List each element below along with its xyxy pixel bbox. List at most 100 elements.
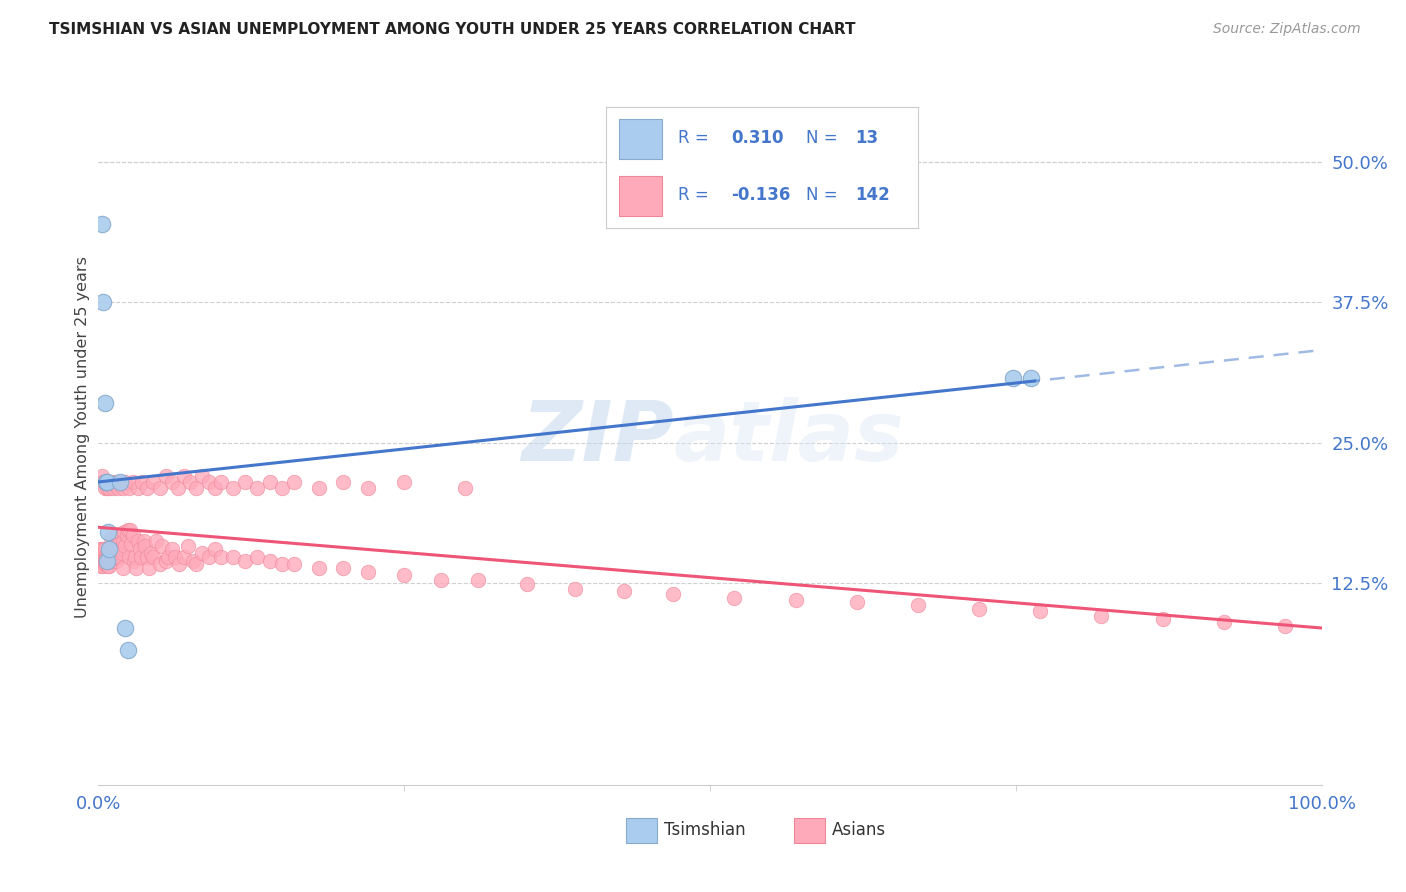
Point <box>845 595 868 609</box>
Point <box>197 475 219 489</box>
Point <box>308 481 330 495</box>
Point <box>723 591 745 605</box>
Point <box>259 475 281 489</box>
Point <box>114 475 136 489</box>
Point <box>145 534 167 549</box>
Point <box>98 553 121 567</box>
Text: Tsimshian: Tsimshian <box>664 822 745 839</box>
Point <box>98 481 121 495</box>
Point <box>246 550 269 565</box>
Point <box>1002 370 1025 384</box>
Point <box>93 481 115 495</box>
Point <box>120 523 142 537</box>
Point <box>112 525 135 540</box>
Point <box>114 539 136 553</box>
Point <box>149 481 172 495</box>
Point <box>222 550 245 565</box>
Point <box>110 475 132 489</box>
Point <box>121 475 143 489</box>
Point <box>93 396 115 410</box>
Point <box>283 475 305 489</box>
Point <box>907 599 929 613</box>
Point <box>115 527 138 541</box>
Point <box>308 561 330 575</box>
Point <box>177 539 200 553</box>
Point <box>104 553 127 567</box>
Point <box>785 592 807 607</box>
Point <box>91 542 114 557</box>
Point <box>100 475 122 489</box>
Point <box>110 475 132 489</box>
Point <box>131 475 153 489</box>
Point <box>134 539 156 553</box>
Point <box>1029 604 1052 618</box>
Point <box>129 542 152 557</box>
Point <box>105 550 128 565</box>
Point <box>467 573 489 587</box>
Point <box>197 550 219 565</box>
Text: Asians: Asians <box>832 822 886 839</box>
Point <box>96 546 118 560</box>
Point <box>155 553 177 567</box>
Point <box>93 557 115 571</box>
Point <box>454 481 477 495</box>
Point <box>94 475 117 489</box>
Text: Source: ZipAtlas.com: Source: ZipAtlas.com <box>1213 22 1361 37</box>
Point <box>93 542 115 557</box>
Point <box>430 573 453 587</box>
Point <box>662 587 685 601</box>
Point <box>108 550 131 565</box>
Point <box>233 475 256 489</box>
Point <box>97 475 120 489</box>
Point <box>91 553 114 567</box>
Point <box>117 523 139 537</box>
Point <box>101 481 124 495</box>
Point <box>110 542 132 557</box>
Point <box>127 481 149 495</box>
Point <box>94 550 117 565</box>
Point <box>114 621 136 635</box>
Point <box>191 546 214 560</box>
Point <box>107 527 129 541</box>
Point <box>124 550 146 565</box>
Point <box>149 557 172 571</box>
Point <box>98 559 121 574</box>
Point <box>142 550 165 565</box>
Point <box>91 475 114 489</box>
Point <box>173 550 195 565</box>
Point <box>155 469 177 483</box>
Point <box>97 553 120 567</box>
Point <box>97 525 120 540</box>
Point <box>103 548 125 562</box>
Point <box>1019 370 1042 384</box>
Point <box>89 542 111 557</box>
Point <box>204 481 226 495</box>
Point <box>1212 615 1234 630</box>
Point <box>100 550 122 565</box>
Text: ZIP: ZIP <box>520 397 673 477</box>
Point <box>392 475 416 489</box>
Point <box>564 582 586 596</box>
Point <box>111 546 134 560</box>
Point <box>91 469 114 483</box>
Point <box>209 550 232 565</box>
Point <box>179 475 201 489</box>
Point <box>105 534 128 549</box>
Point <box>111 481 134 495</box>
Point <box>191 469 214 483</box>
Point <box>167 557 190 571</box>
Point <box>98 542 121 557</box>
Point <box>101 539 124 553</box>
Point <box>96 553 118 567</box>
Point <box>120 537 142 551</box>
Point <box>127 534 149 549</box>
Point <box>1152 612 1174 626</box>
Point <box>136 550 159 565</box>
Point <box>186 481 208 495</box>
Point <box>117 643 139 657</box>
Point <box>246 481 269 495</box>
Point <box>515 577 537 591</box>
Point <box>90 548 112 562</box>
Point <box>139 546 162 560</box>
Point <box>209 475 232 489</box>
